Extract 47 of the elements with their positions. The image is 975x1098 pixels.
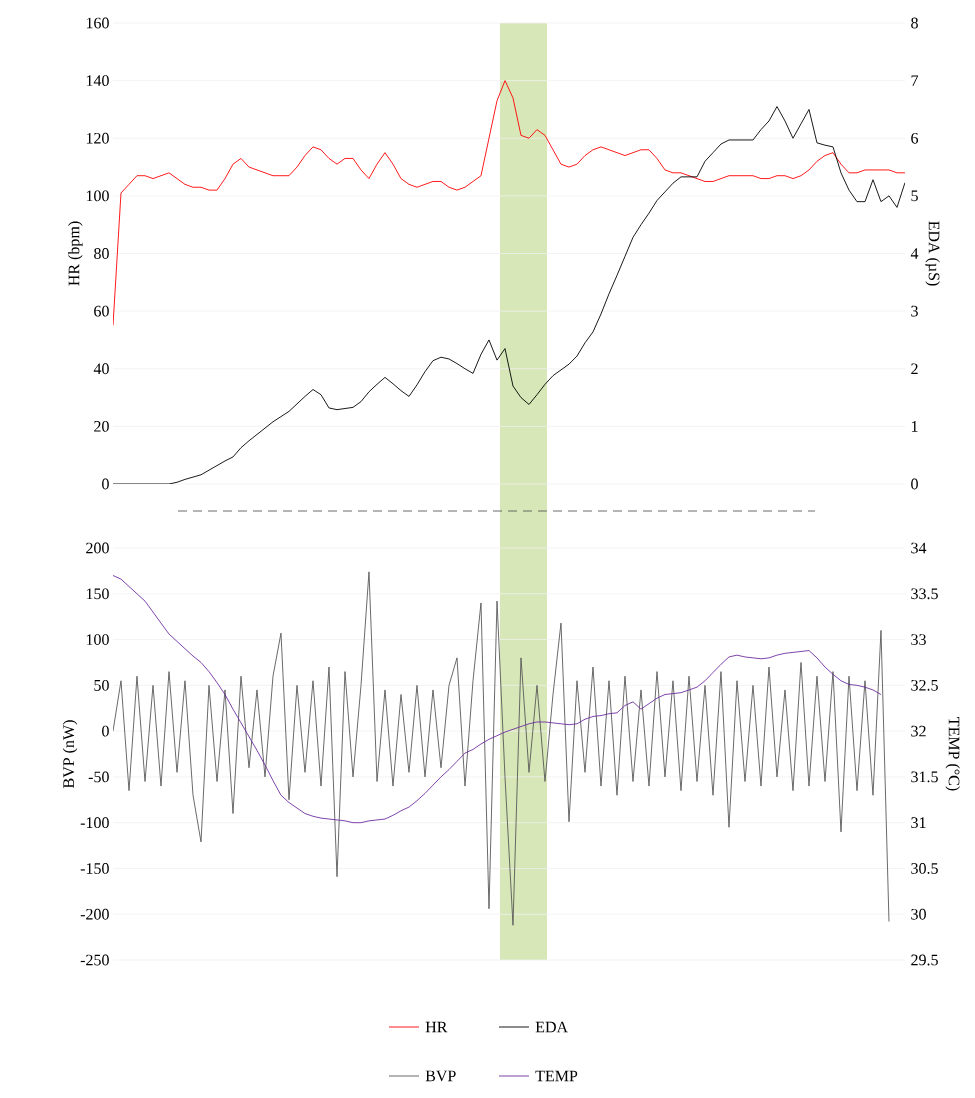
y2-tick-label: 5	[911, 190, 918, 202]
y-tick-label: 120	[86, 132, 109, 144]
y2-tick-label: 2	[911, 363, 918, 375]
y-tick-label: 0	[102, 725, 109, 737]
y-axis-title: BVP (nW)	[62, 720, 78, 788]
y2-axis-title: EDA (µS)	[925, 221, 940, 286]
y-tick-label: -200	[80, 908, 109, 920]
y2-tick-label: 31	[911, 817, 926, 829]
y2-tick-label: 3	[911, 305, 918, 317]
y2-tick-label: 1	[911, 421, 918, 432]
y-tick-label: 100	[86, 190, 109, 202]
y2-tick-label: 6	[911, 132, 919, 144]
y2-tick-label: 30.5	[911, 863, 938, 874]
legend-label: EDA	[535, 1021, 568, 1033]
y-tick-label: 60	[94, 305, 109, 317]
y-tick-label: -100	[80, 817, 109, 829]
legend-label: TEMP	[535, 1070, 578, 1082]
y2-tick-label: 34	[911, 542, 927, 554]
y-tick-label: 0	[102, 478, 109, 490]
y-tick-label: 150	[86, 588, 109, 600]
y2-tick-label: 8	[911, 17, 918, 29]
y2-tick-label: 33.5	[911, 588, 938, 600]
line-series	[113, 571, 890, 926]
legend-label: BVP	[425, 1070, 456, 1082]
y-tick-label: 160	[86, 17, 109, 29]
y2-tick-label: 7	[911, 75, 919, 86]
y2-tick-label: 32	[911, 725, 926, 737]
y2-tick-label: 4	[910, 248, 919, 259]
y2-axis-title: TEMP (°C)	[945, 717, 960, 791]
legend-label: HR	[425, 1021, 448, 1033]
y-axis-title: HR (bpm)	[68, 221, 83, 286]
y-tick-label: 80	[94, 248, 109, 259]
y-tick-label: -250	[80, 954, 109, 966]
y2-tick-label: 0	[911, 478, 918, 490]
y-tick-label: 200	[86, 542, 109, 554]
y2-tick-label: 29.5	[911, 954, 938, 966]
y2-tick-label: 33	[911, 634, 926, 645]
y-tick-label: 50	[94, 679, 109, 691]
y-tick-label: 40	[93, 363, 109, 375]
y-tick-label: 100	[86, 634, 109, 645]
y2-tick-label: 32.5	[911, 679, 938, 691]
y-tick-label: 20	[94, 420, 109, 432]
y2-tick-label: 31.5	[911, 771, 938, 783]
y2-tick-label: 30	[911, 908, 926, 920]
y-tick-label: -150	[80, 863, 109, 874]
y-tick-label: 140	[86, 75, 109, 87]
y-tick-label: -50	[88, 771, 109, 783]
